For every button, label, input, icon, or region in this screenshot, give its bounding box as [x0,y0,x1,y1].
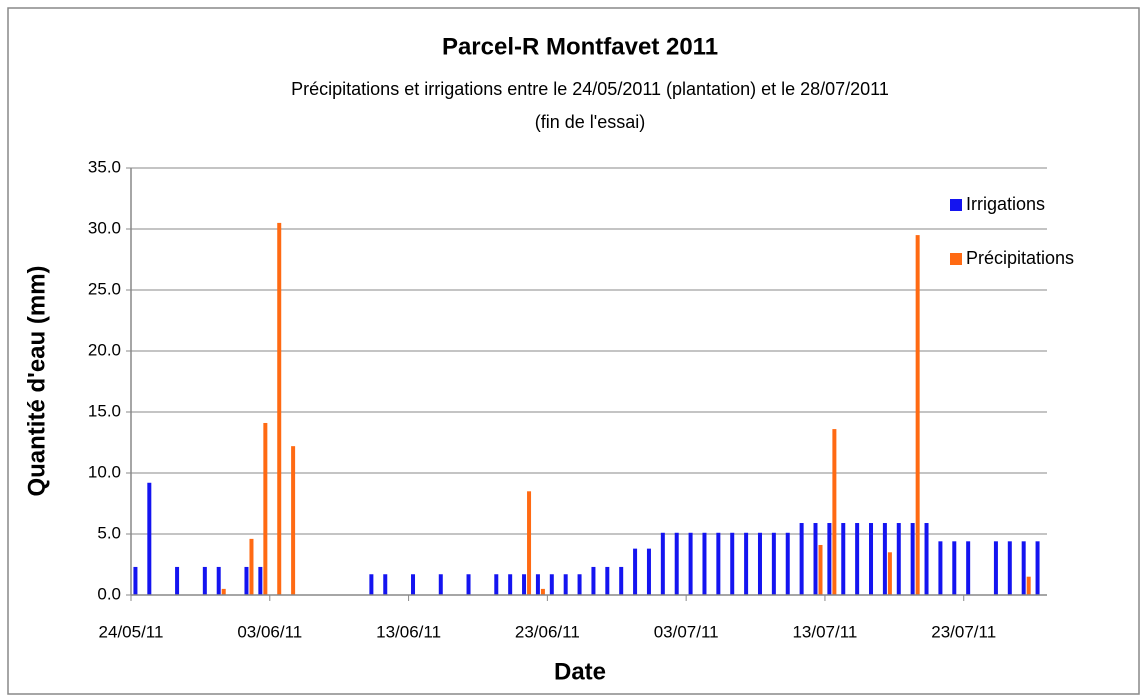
bar [1007,541,1012,595]
bar [508,574,513,595]
x-tick-label: 24/05/11 [99,622,164,641]
bar [1026,576,1031,595]
bar [952,541,957,595]
bar [730,532,735,595]
bar [827,523,832,595]
bar [147,482,152,595]
bar [577,574,582,595]
legend-swatch [950,199,962,211]
bar [674,532,679,595]
bar [1021,541,1026,595]
bar [258,566,263,595]
bar [549,574,554,595]
bar [882,523,887,595]
bar [221,588,226,595]
legend-swatch [950,253,962,265]
y-tick-label: 35.0 [88,157,121,176]
bar [216,566,221,595]
x-tick-label: 03/06/11 [237,622,302,641]
bar [993,541,998,595]
bar [591,566,596,595]
bar [522,574,527,595]
bar [915,235,920,595]
bar [799,523,804,595]
x-tick-label: 13/06/11 [376,622,441,641]
bar [527,491,532,595]
x-axis-label: Date [554,658,606,685]
bar [646,548,651,595]
bar [855,523,860,595]
bar [744,532,749,595]
bar [494,574,499,595]
bar [716,532,721,595]
bar [841,523,846,595]
bar [660,532,665,595]
bar [563,574,568,595]
bar [832,429,837,595]
bar [887,552,892,595]
bar [369,574,374,595]
bar [383,574,388,595]
bar [813,523,818,595]
bar [175,566,180,595]
y-tick-label: 25.0 [88,279,121,298]
bar [924,523,929,595]
bar [540,588,545,595]
bar [249,538,254,595]
bar [757,532,762,595]
bar [438,574,443,595]
bar [688,532,693,595]
bar [938,541,943,595]
legend-label: Précipitations [966,248,1074,268]
bar [133,566,138,595]
x-tick-label: 03/07/11 [654,622,719,641]
bar [869,523,874,595]
bar [244,566,249,595]
y-tick-label: 15.0 [88,401,121,420]
y-tick-label: 0.0 [97,584,121,603]
y-axis-label: Quantité d'eau (mm) [23,265,50,496]
x-tick-label: 13/07/11 [792,622,857,641]
bar [411,574,416,595]
bar [771,532,776,595]
bar [202,566,207,595]
x-tick-label: 23/07/11 [931,622,996,641]
bar [966,541,971,595]
bar [1035,541,1040,595]
bar [633,548,638,595]
bar [896,523,901,595]
chart-subtitle: (fin de l'essai) [535,112,645,132]
chart-subtitle: Précipitations et irrigations entre le 2… [291,79,889,99]
chart-title: Parcel-R Montfavet 2011 [442,33,718,60]
y-tick-label: 20.0 [88,340,121,359]
x-tick-label: 23/06/11 [515,622,580,641]
bar [619,566,624,595]
bar [785,532,790,595]
y-tick-label: 30.0 [88,218,121,237]
bar [910,523,915,595]
bar [466,574,471,595]
bar [605,566,610,595]
bar [818,544,823,595]
legend-label: Irrigations [966,194,1045,214]
bar [277,222,282,595]
bar [535,574,540,595]
bar [702,532,707,595]
y-tick-label: 10.0 [88,462,121,481]
bar [263,422,268,595]
y-tick-label: 5.0 [97,523,121,542]
bar [291,446,296,595]
